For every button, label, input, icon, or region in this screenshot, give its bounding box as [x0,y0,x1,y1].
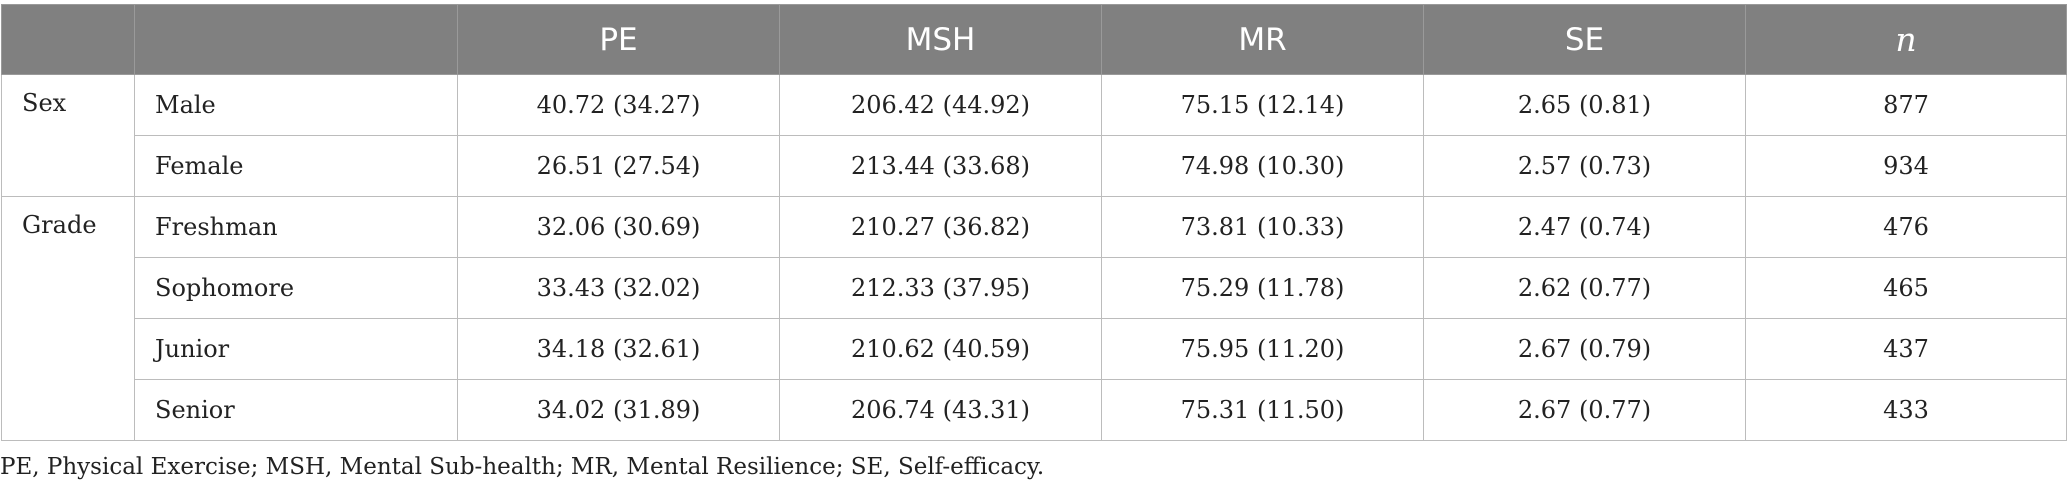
header-n: n [1745,4,2067,75]
cell-mr: 75.31 (11.50) [1101,379,1424,441]
header-mr: MR [1101,4,1424,75]
cell-msh: 210.62 (40.59) [779,318,1102,380]
cell-n: 433 [1745,379,2067,441]
row-label: Freshman [134,196,458,258]
cell-mr: 75.15 (12.14) [1101,74,1424,136]
cell-mr: 74.98 (10.30) [1101,135,1424,197]
cell-n: 877 [1745,74,2067,136]
cell-pe: 33.43 (32.02) [457,257,780,319]
cell-msh: 210.27 (36.82) [779,196,1102,258]
cell-se: 2.62 (0.77) [1423,257,1746,319]
cell-pe: 26.51 (27.54) [457,135,780,197]
cell-msh: 212.33 (37.95) [779,257,1102,319]
cell-se: 2.57 (0.73) [1423,135,1746,197]
cell-msh: 213.44 (33.68) [779,135,1102,197]
cell-pe: 34.02 (31.89) [457,379,780,441]
header-pe: PE [457,4,780,75]
cell-mr: 73.81 (10.33) [1101,196,1424,258]
row-label: Junior [134,318,458,380]
cell-n: 437 [1745,318,2067,380]
cell-n: 476 [1745,196,2067,258]
cell-n: 934 [1745,135,2067,197]
cell-msh: 206.74 (43.31) [779,379,1102,441]
table-body: Sex Male 40.72 (34.27) 206.42 (44.92) 75… [1,74,2067,441]
cell-se: 2.67 (0.77) [1423,379,1746,441]
table-row: Sex Male 40.72 (34.27) 206.42 (44.92) 75… [1,74,2067,197]
cell-se: 2.67 (0.79) [1423,318,1746,380]
header-subgroup [134,4,458,75]
cell-pe: 40.72 (34.27) [457,74,780,136]
group-label-grade: Grade [1,196,135,441]
table-footnote: PE, Physical Exercise; MSH, Mental Sub-h… [0,454,1045,480]
row-label: Female [134,135,458,197]
table-row: Female 26.51 (27.54) 213.44 (33.68) 74.9… [2,135,2067,197]
row-label: Senior [134,379,458,441]
header-group [1,4,135,75]
header-se: SE [1423,4,1746,75]
cell-n: 465 [1745,257,2067,319]
header-row: PE MSH MR SE n [1,4,2067,75]
group-label-sex: Sex [1,74,135,197]
row-label: Male [134,74,458,136]
cell-mr: 75.29 (11.78) [1101,257,1424,319]
cell-msh: 206.42 (44.92) [779,74,1102,136]
table-row: Grade Freshman 32.06 (30.69) 210.27 (36.… [1,196,2067,441]
cell-se: 2.65 (0.81) [1423,74,1746,136]
descriptive-statistics-table: PE MSH MR SE n Sex Male 40.72 (34.27) 20… [1,4,2067,441]
cell-pe: 32.06 (30.69) [457,196,780,258]
table-row: Senior 34.02 (31.89) 206.74 (43.31) 75.3… [2,379,2067,441]
row-label: Sophomore [134,257,458,319]
table-row: Junior 34.18 (32.61) 210.62 (40.59) 75.9… [2,318,2067,380]
cell-mr: 75.95 (11.20) [1101,318,1424,380]
cell-se: 2.47 (0.74) [1423,196,1746,258]
header-msh: MSH [779,4,1102,75]
table-header: PE MSH MR SE n [1,4,2067,75]
cell-pe: 34.18 (32.61) [457,318,780,380]
table-row: Sophomore 33.43 (32.02) 212.33 (37.95) 7… [2,257,2067,319]
